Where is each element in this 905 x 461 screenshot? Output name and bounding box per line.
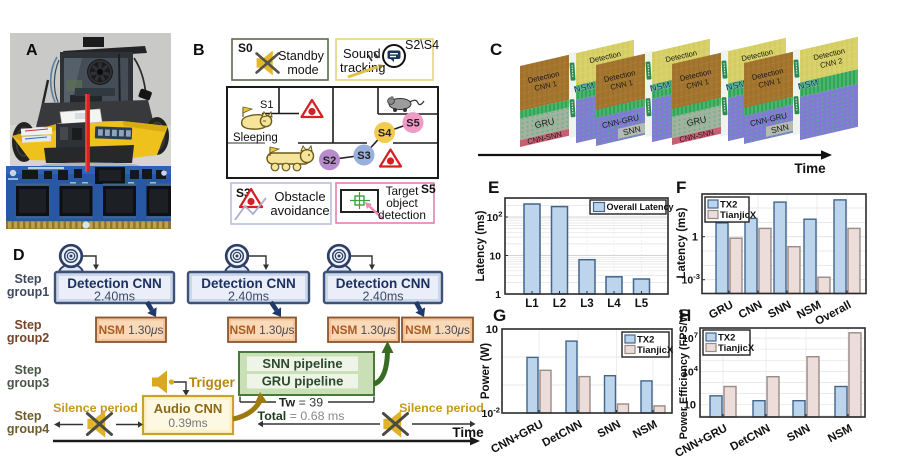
svg-text:S4: S4 <box>378 128 392 140</box>
svg-text:NSM 1.30μs: NSM 1.30μs <box>331 323 396 337</box>
svg-text:C: C <box>490 40 502 59</box>
svg-text:Trigger: Trigger <box>189 375 236 390</box>
svg-text:Latency (ms): Latency (ms) <box>676 207 688 278</box>
svg-text:TX2: TX2 <box>720 200 737 211</box>
svg-text:L1: L1 <box>525 298 539 310</box>
svg-text:Overall Latency: Overall Latency <box>607 202 674 212</box>
svg-text:S5: S5 <box>406 118 419 130</box>
svg-text:Sleeping: Sleeping <box>233 132 278 144</box>
svg-text:L4: L4 <box>607 298 621 310</box>
svg-text:G: G <box>493 306 506 325</box>
svg-text:Time: Time <box>452 425 484 440</box>
svg-text:Audio CNN: Audio CNN <box>154 401 223 416</box>
svg-text:TianjicX: TianjicX <box>718 343 755 354</box>
svg-text:Time: Time <box>794 161 826 176</box>
svg-text:avoidance: avoidance <box>270 203 329 218</box>
svg-text:NSM: NSM <box>573 80 595 94</box>
svg-text:Detection CNN: Detection CNN <box>67 276 162 291</box>
svg-text:L2: L2 <box>553 298 566 310</box>
svg-text:group1: group1 <box>7 285 49 299</box>
svg-text:F: F <box>676 178 686 197</box>
svg-text:NSM: NSM <box>649 79 671 93</box>
svg-text:S5: S5 <box>421 182 436 196</box>
svg-text:group3: group3 <box>7 376 49 390</box>
svg-text:E: E <box>488 178 499 197</box>
svg-text:L3: L3 <box>580 298 593 310</box>
svg-text:NSM 1.30μs: NSM 1.30μs <box>405 323 470 337</box>
svg-text:H: H <box>679 306 691 325</box>
svg-text:0.39ms: 0.39ms <box>168 416 207 430</box>
svg-text:GRU pipeline: GRU pipeline <box>262 374 344 389</box>
svg-text:TianjicX: TianjicX <box>720 210 757 221</box>
svg-text:detection: detection <box>378 208 426 222</box>
svg-text:tracking: tracking <box>340 60 386 75</box>
svg-text:10: 10 <box>489 251 501 263</box>
svg-text:Target: Target <box>386 184 420 198</box>
svg-text:Detection CNN: Detection CNN <box>201 276 296 291</box>
svg-text:10: 10 <box>486 324 498 336</box>
svg-text:Tw = 39: Tw = 39 <box>279 396 323 410</box>
svg-text:1: 1 <box>495 289 501 301</box>
svg-text:Standby: Standby <box>278 49 325 63</box>
svg-text:S2\S4: S2\S4 <box>405 38 439 52</box>
svg-text:D: D <box>13 247 25 264</box>
svg-text:S0: S0 <box>238 41 253 55</box>
svg-text:Silence period: Silence period <box>399 401 484 415</box>
svg-text:Power Efficiency (FPS/W): Power Efficiency (FPS/W) <box>678 308 690 439</box>
svg-text:S2: S2 <box>323 155 336 167</box>
svg-text:group4: group4 <box>7 422 49 436</box>
svg-text:Total = 0.68 ms: Total = 0.68 ms <box>258 409 345 423</box>
svg-text:Step: Step <box>14 272 41 286</box>
svg-text:TianjicX: TianjicX <box>637 345 674 356</box>
svg-text:1: 1 <box>692 232 698 244</box>
svg-text:object: object <box>386 196 418 210</box>
svg-text:TX2: TX2 <box>718 333 735 344</box>
svg-text:Detection CNN: Detection CNN <box>336 276 431 291</box>
svg-text:B: B <box>193 42 205 59</box>
svg-text:Step: Step <box>14 318 41 332</box>
svg-text:2.40ms: 2.40ms <box>228 290 269 304</box>
svg-text:2.40ms: 2.40ms <box>94 290 135 304</box>
svg-text:GRU: GRU <box>686 114 708 128</box>
svg-text:Power (W): Power (W) <box>480 343 492 399</box>
svg-text:SNN: SNN <box>770 122 790 136</box>
svg-text:NSM 1.30μs: NSM 1.30μs <box>99 323 164 337</box>
svg-text:S1: S1 <box>260 99 273 111</box>
svg-text:TX2: TX2 <box>637 335 654 346</box>
svg-text:GRU: GRU <box>534 116 556 130</box>
svg-text:L5: L5 <box>635 298 649 310</box>
svg-text:mode: mode <box>287 63 318 77</box>
svg-text:SNN pipeline: SNN pipeline <box>262 356 342 371</box>
svg-text:Sound: Sound <box>343 46 381 61</box>
svg-text:SNN: SNN <box>622 124 642 138</box>
svg-text:Step: Step <box>14 363 41 377</box>
svg-text:Step: Step <box>14 409 41 423</box>
svg-text:NSM 1.30μs: NSM 1.30μs <box>230 323 295 337</box>
svg-text:group2: group2 <box>7 331 49 345</box>
svg-text:Obstacle: Obstacle <box>274 189 325 204</box>
svg-text:S3: S3 <box>357 150 370 162</box>
svg-text:NSM: NSM <box>725 78 747 92</box>
svg-text:Silence period: Silence period <box>53 401 138 415</box>
svg-text:10: 10 <box>684 400 696 412</box>
svg-text:NSM: NSM <box>797 77 819 91</box>
svg-text:2.40ms: 2.40ms <box>363 290 404 304</box>
svg-text:A: A <box>26 42 38 59</box>
svg-text:Latency (ms): Latency (ms) <box>475 210 487 281</box>
